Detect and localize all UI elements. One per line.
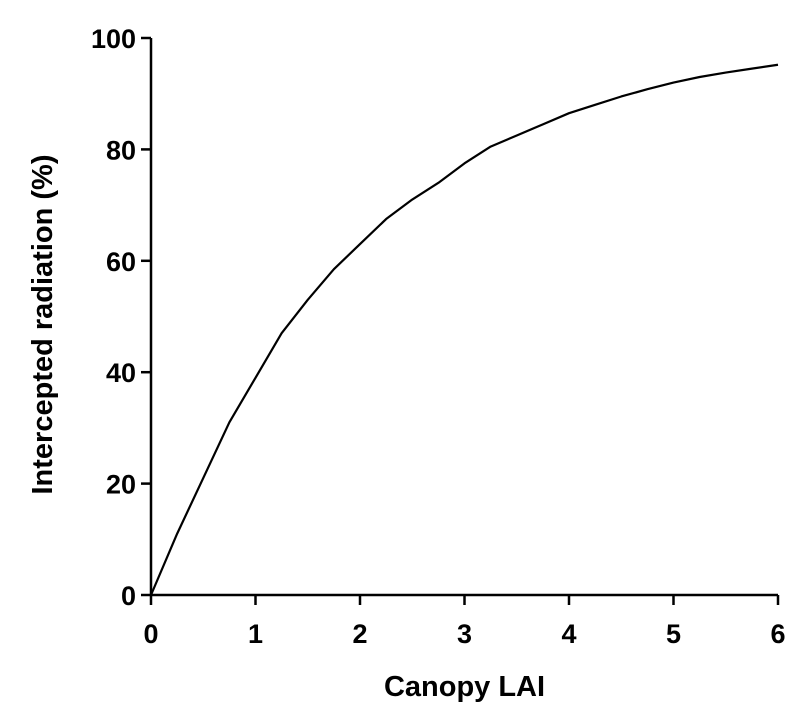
- y-tick-label: 60: [106, 247, 136, 277]
- x-tick-label: 0: [143, 619, 158, 649]
- y-tick-label: 20: [106, 470, 136, 500]
- y-axis-title: Intercepted radiation (%): [27, 155, 59, 495]
- y-tick-label: 80: [106, 135, 136, 165]
- plot-area: [149, 63, 779, 596]
- y-tick-label: 0: [121, 581, 136, 611]
- y-tick-label: 100: [91, 24, 136, 54]
- x-tick-label: 6: [770, 619, 785, 649]
- x-tick-label: 1: [248, 619, 263, 649]
- x-tick-label: 2: [352, 619, 367, 649]
- series-line: [149, 63, 779, 596]
- y-axis: 0 20 40 60 80 100: [91, 24, 153, 611]
- x-tick-label: 5: [666, 619, 681, 649]
- x-tick-label: 3: [457, 619, 472, 649]
- x-axis: 0 1 2 3 4 5 6: [143, 593, 786, 649]
- x-tick-label: 4: [561, 619, 576, 649]
- y-tick-label: 40: [106, 358, 136, 388]
- x-axis-title: Canopy LAI: [384, 671, 545, 703]
